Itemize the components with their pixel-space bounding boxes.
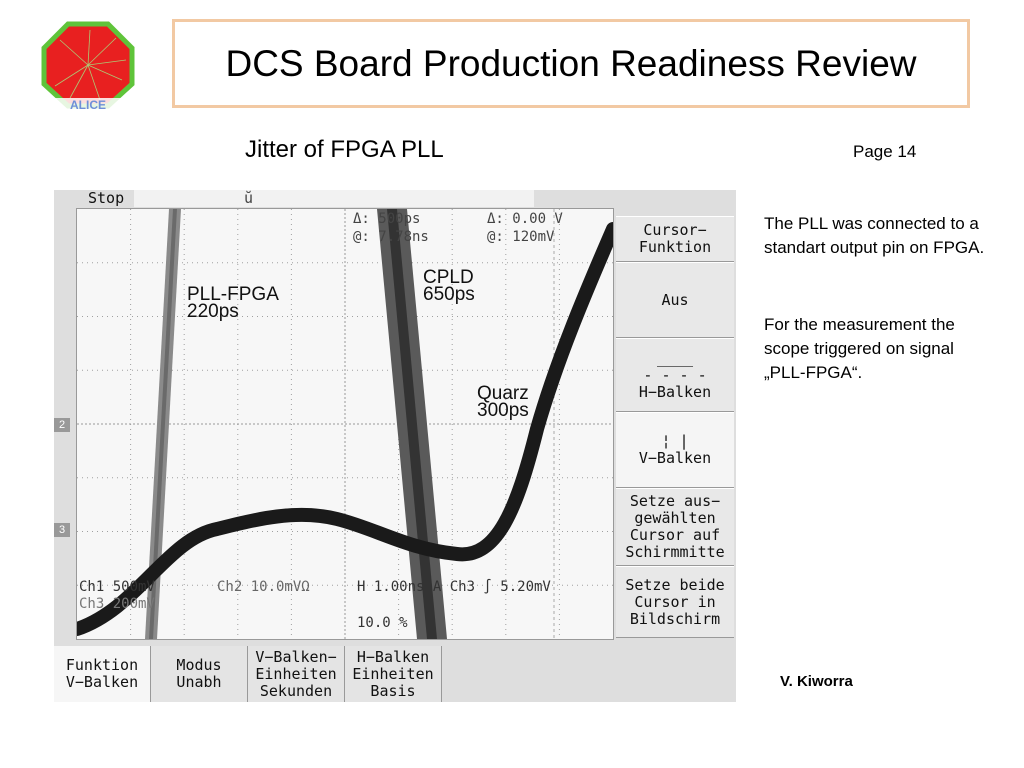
both-cursors-button[interactable]: Setze beide Cursor in Bildschirm [616,566,734,638]
trigger-position: 10.0 % [357,615,408,631]
v-bars-icon: ¦ | [661,432,689,450]
cursor-delta-volt: Δ: 0.00 V [487,211,563,227]
trace-quarz [77,222,613,636]
center-cursor-button[interactable]: Setze aus− gewählten Cursor auf Schirmmitt… [616,488,734,566]
author: V. Kiworra [780,673,853,690]
waveform-grid: Δ: 500ps @: 7.78ns Δ: 0.00 V @: 120mV PL… [76,208,614,640]
h-bars-icon: ____ - - - - [643,348,707,384]
alice-logo: ALICE [40,20,136,112]
ch2-scale: Ch2 10.0mVΩ [217,579,310,595]
channel-2-marker: 2 [54,418,70,432]
logo-text: ALICE [70,98,106,112]
annotation-quarz: Quarz 300ps [477,383,529,421]
ch1-scale: Ch1 500mV [79,579,155,595]
mode-button[interactable]: Modus Unabh [151,646,248,702]
note-measurement: For the measurement the scope triggered … [764,315,955,382]
horizontal-scale: H 1.00ns A Ch3 ∫ 5.20mV [357,579,551,595]
title-box: DCS Board Production Readiness Review [172,19,970,108]
cursor-at-time: @: 7.78ns [353,229,429,245]
cursor-delta-time: Δ: 500ps [353,211,421,227]
off-button[interactable]: Aus [616,262,734,338]
annotation-pll: PLL-FPGA 220ps [187,284,279,322]
status-bar [134,190,534,207]
cursor-at-volt: @: 120mV [487,229,555,245]
trace-pll-fpga [145,209,181,639]
note-connection: The PLL was connected to a standart outp… [764,214,985,257]
oscilloscope-screen: Stop ŭ [54,190,736,702]
trace-cpld [377,209,447,639]
cursor-function-button[interactable]: Cursor− Funktion [616,216,734,262]
h-bars-button[interactable]: ____ - - - - H−Balken [616,338,734,412]
slide-title: DCS Board Production Readiness Review [225,42,917,84]
v-bars-button[interactable]: ¦ | V−Balken [616,412,734,488]
v-bar-units-button[interactable]: V−Balken− Einheiten Sekunden [248,646,345,702]
page-number: Page 14 [853,142,917,161]
h-bar-units-button[interactable]: H−Balken Einheiten Basis [345,646,442,702]
slide-subtitle: Jitter of FPGA PLL [245,136,444,163]
channel-3-marker: 3 [54,523,70,537]
annotation-cpld: CPLD 650ps [423,267,475,305]
function-v-bars-button[interactable]: Funktion V−Balken [54,646,151,702]
acquisition-status: Stop [88,190,125,207]
ch3-scale: Ch3 200mV [79,596,155,612]
trigger-position-icon: ŭ [244,190,254,207]
